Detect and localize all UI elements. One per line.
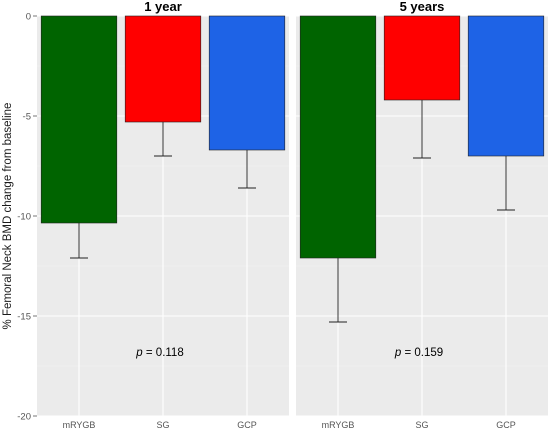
- x-tick-label: SG: [156, 420, 169, 430]
- bar-sg: [124, 15, 202, 123]
- bar-mrygb: [299, 15, 377, 259]
- panel-title: 5 years: [400, 0, 445, 14]
- y-tick-label: 0: [26, 12, 31, 23]
- y-tick-label: -10: [17, 212, 31, 223]
- bar-sg: [383, 15, 461, 101]
- y-axis-label: % Femoral Neck BMD change from baseline: [2, 103, 14, 330]
- x-tick-label: SG: [415, 420, 428, 430]
- x-tick-label: GCP: [237, 420, 257, 430]
- y-tick-label: -15: [17, 312, 31, 323]
- bar-mrygb: [40, 15, 118, 224]
- bar-gcp: [467, 15, 545, 157]
- y-tick-label: -5: [23, 112, 31, 123]
- x-tick-label: mRYGB: [322, 420, 355, 430]
- x-tick-label: mRYGB: [63, 420, 96, 430]
- panel-title: 1 year: [144, 0, 182, 14]
- x-tick-label: GCP: [496, 420, 516, 430]
- p-value-annotation: p = 0.159: [394, 347, 443, 359]
- y-tick-label: -20: [17, 412, 31, 423]
- p-value-annotation: p = 0.118: [135, 347, 183, 359]
- bar-gcp: [208, 15, 286, 151]
